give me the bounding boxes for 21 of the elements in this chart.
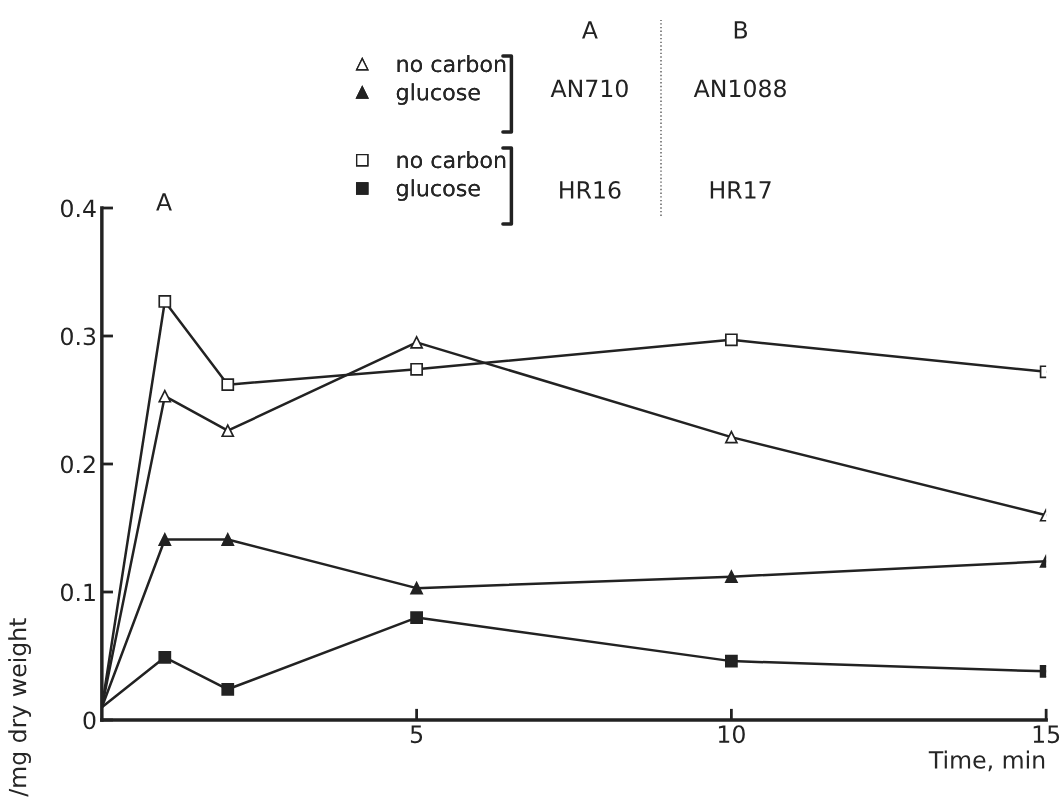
legend-label: glucose: [396, 179, 480, 201]
x-tick-label: 15: [1033, 725, 1060, 744]
legend-label: no carbon: [397, 151, 506, 169]
x-tick-label: 10: [718, 725, 745, 744]
x-axis-title: Time, min: [928, 750, 1045, 772]
text: A: [582, 21, 598, 39]
y-tick-label: 0.2: [61, 455, 95, 474]
text: AN710: [550, 79, 628, 98]
text: HR16: [560, 180, 621, 199]
legend-label: glucose: [396, 83, 480, 105]
text: AN1088: [693, 79, 786, 98]
y-tick-label: 0.1: [61, 583, 95, 602]
x-tick-label: 5: [410, 725, 423, 744]
text: B: [734, 21, 748, 39]
y-tick-label: 0: [83, 711, 96, 730]
text: HR17: [710, 181, 771, 199]
annotation: A: [156, 193, 172, 211]
y-tick-label: 0.4: [61, 199, 96, 218]
y-tick-label: 0.3: [61, 327, 96, 346]
legend-label: no carbon: [397, 55, 506, 73]
y-axis-title: /mg dry weight: [8, 618, 32, 797]
